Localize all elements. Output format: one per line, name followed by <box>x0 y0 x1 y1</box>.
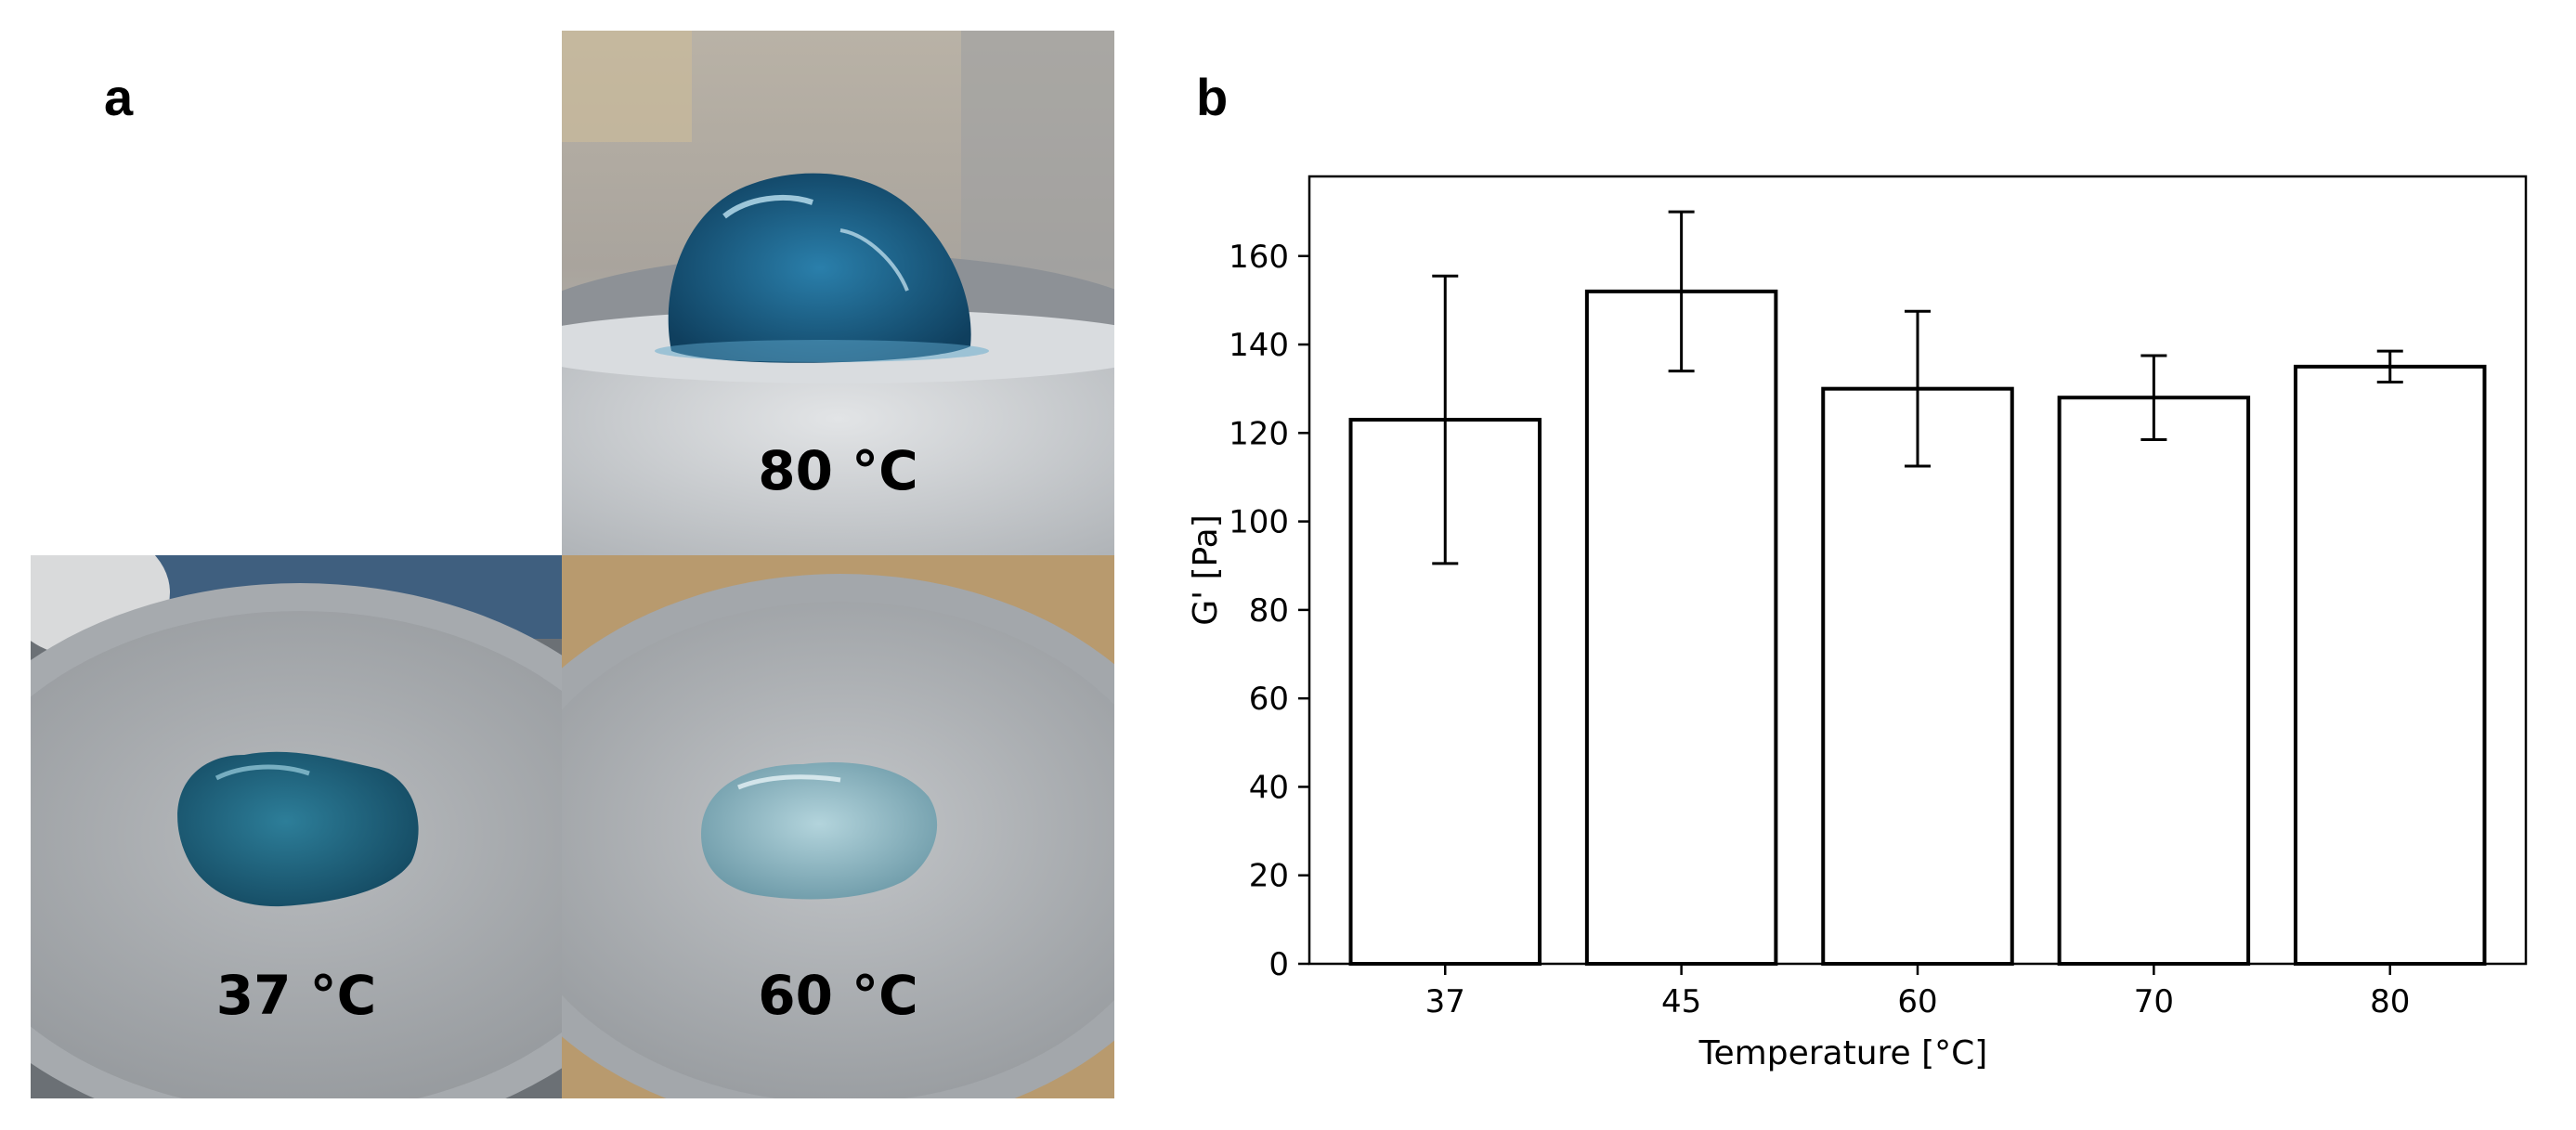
bar <box>1821 386 2014 967</box>
x-tick-label: 60 <box>1897 983 1937 1020</box>
x-tick-label: 80 <box>2370 983 2410 1020</box>
y-tick-label: 160 <box>1229 239 1289 276</box>
bar <box>2057 396 2251 966</box>
y-tick-label: 140 <box>1229 327 1289 364</box>
photo-80c: 80 °C <box>562 31 1114 555</box>
panel-b-letter: b <box>1196 68 1229 126</box>
photo-37c-label: 37 °C <box>215 964 377 1027</box>
photo-60c-label: 60 °C <box>758 964 918 1027</box>
gel-60c <box>701 762 938 900</box>
bar-chart: 0 20 40 60 80 100 120 140 160 37 45 60 70 80 Temperatu… <box>1187 175 2528 1072</box>
y-tick-label: 100 <box>1229 504 1289 541</box>
photo-60c: 60 °C <box>562 555 1114 1098</box>
y-tick-label: 60 <box>1249 681 1289 718</box>
gel-80c <box>668 173 971 363</box>
bar <box>2293 364 2487 966</box>
photo-37c-image <box>31 555 562 1098</box>
x-tick-label: 37 <box>1425 983 1465 1020</box>
photo-80c-label: 80 °C <box>758 439 918 502</box>
bar <box>1584 289 1778 966</box>
x-tick-label: 70 <box>2134 983 2174 1020</box>
gel-37c <box>177 751 419 907</box>
x-tick-label: 45 <box>1661 983 1701 1020</box>
panel-a-letter: a <box>104 68 134 126</box>
y-tick-label: 40 <box>1249 769 1289 806</box>
y-tick-label: 120 <box>1229 415 1289 452</box>
y-tick-label: 80 <box>1249 592 1289 630</box>
photo-37c: 37 °C <box>31 555 562 1098</box>
y-tick-label: 0 <box>1268 946 1289 983</box>
y-tick-label: 20 <box>1249 858 1289 895</box>
x-axis-label: Temperature [°C] <box>1698 1034 1988 1072</box>
y-axis-label: G' [Pa] <box>1187 514 1225 625</box>
photo-60c-image <box>562 555 1114 1098</box>
photo-80c-image <box>562 31 1114 555</box>
